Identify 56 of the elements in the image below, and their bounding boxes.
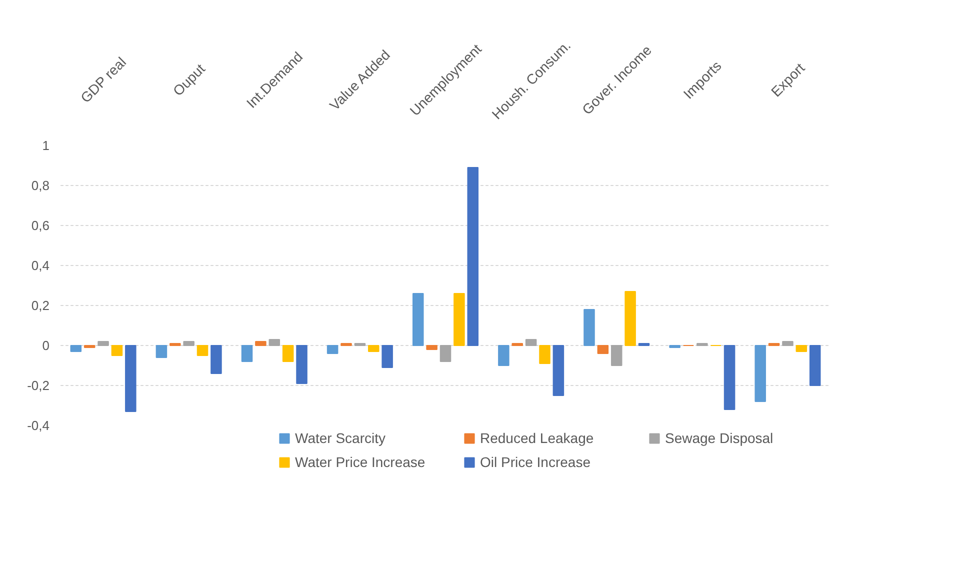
bar	[696, 343, 708, 346]
y-tick-label: 0,2	[31, 298, 50, 313]
bar	[296, 345, 308, 384]
bar	[70, 345, 82, 352]
legend-label: Oil Price Increase	[480, 454, 592, 470]
y-tick-label: 0	[42, 338, 50, 353]
bar	[724, 345, 736, 410]
bar	[84, 345, 96, 348]
bar	[597, 345, 609, 354]
bar	[539, 345, 550, 364]
bar	[440, 345, 452, 362]
y-tick-label: -0,2	[27, 378, 50, 393]
bar	[282, 345, 294, 362]
bar	[426, 345, 438, 350]
y-tick-label: -0,4	[27, 418, 50, 433]
bar	[454, 293, 465, 346]
bar	[768, 343, 780, 346]
y-tick-label: 0,6	[31, 218, 50, 233]
y-tick-label: 0,4	[31, 258, 50, 273]
bar	[809, 345, 821, 386]
bar	[382, 345, 393, 368]
bar	[467, 167, 479, 346]
bar	[368, 345, 380, 352]
bar	[525, 339, 537, 346]
bar	[584, 309, 595, 346]
y-tick-label: 1	[42, 138, 50, 153]
bar	[552, 345, 564, 396]
bar	[210, 345, 222, 374]
y-tick-label: 0,8	[31, 178, 50, 193]
legend-label: Water Price Increase	[295, 454, 426, 470]
legend-label: Water Scarcity	[295, 430, 386, 446]
bar	[796, 345, 808, 352]
bar	[268, 339, 280, 346]
bar	[196, 345, 208, 356]
bar	[354, 343, 366, 346]
legend-label: Reduced Leakage	[480, 430, 595, 446]
bar	[498, 345, 510, 366]
bar	[326, 345, 338, 354]
bar	[255, 341, 266, 346]
bar	[754, 345, 766, 402]
bar	[412, 293, 424, 346]
bar	[241, 345, 253, 362]
bar	[669, 345, 680, 348]
bar	[170, 343, 181, 346]
bar	[782, 341, 794, 346]
bar	[512, 343, 523, 346]
bar	[111, 345, 123, 356]
bar	[624, 291, 636, 346]
bar	[610, 345, 622, 366]
bar	[638, 343, 650, 346]
bar	[340, 343, 352, 346]
legend-label: Sewage Disposal	[665, 430, 774, 446]
bar	[125, 345, 136, 412]
bar	[156, 345, 168, 358]
bar	[183, 341, 194, 346]
bar	[98, 341, 109, 346]
